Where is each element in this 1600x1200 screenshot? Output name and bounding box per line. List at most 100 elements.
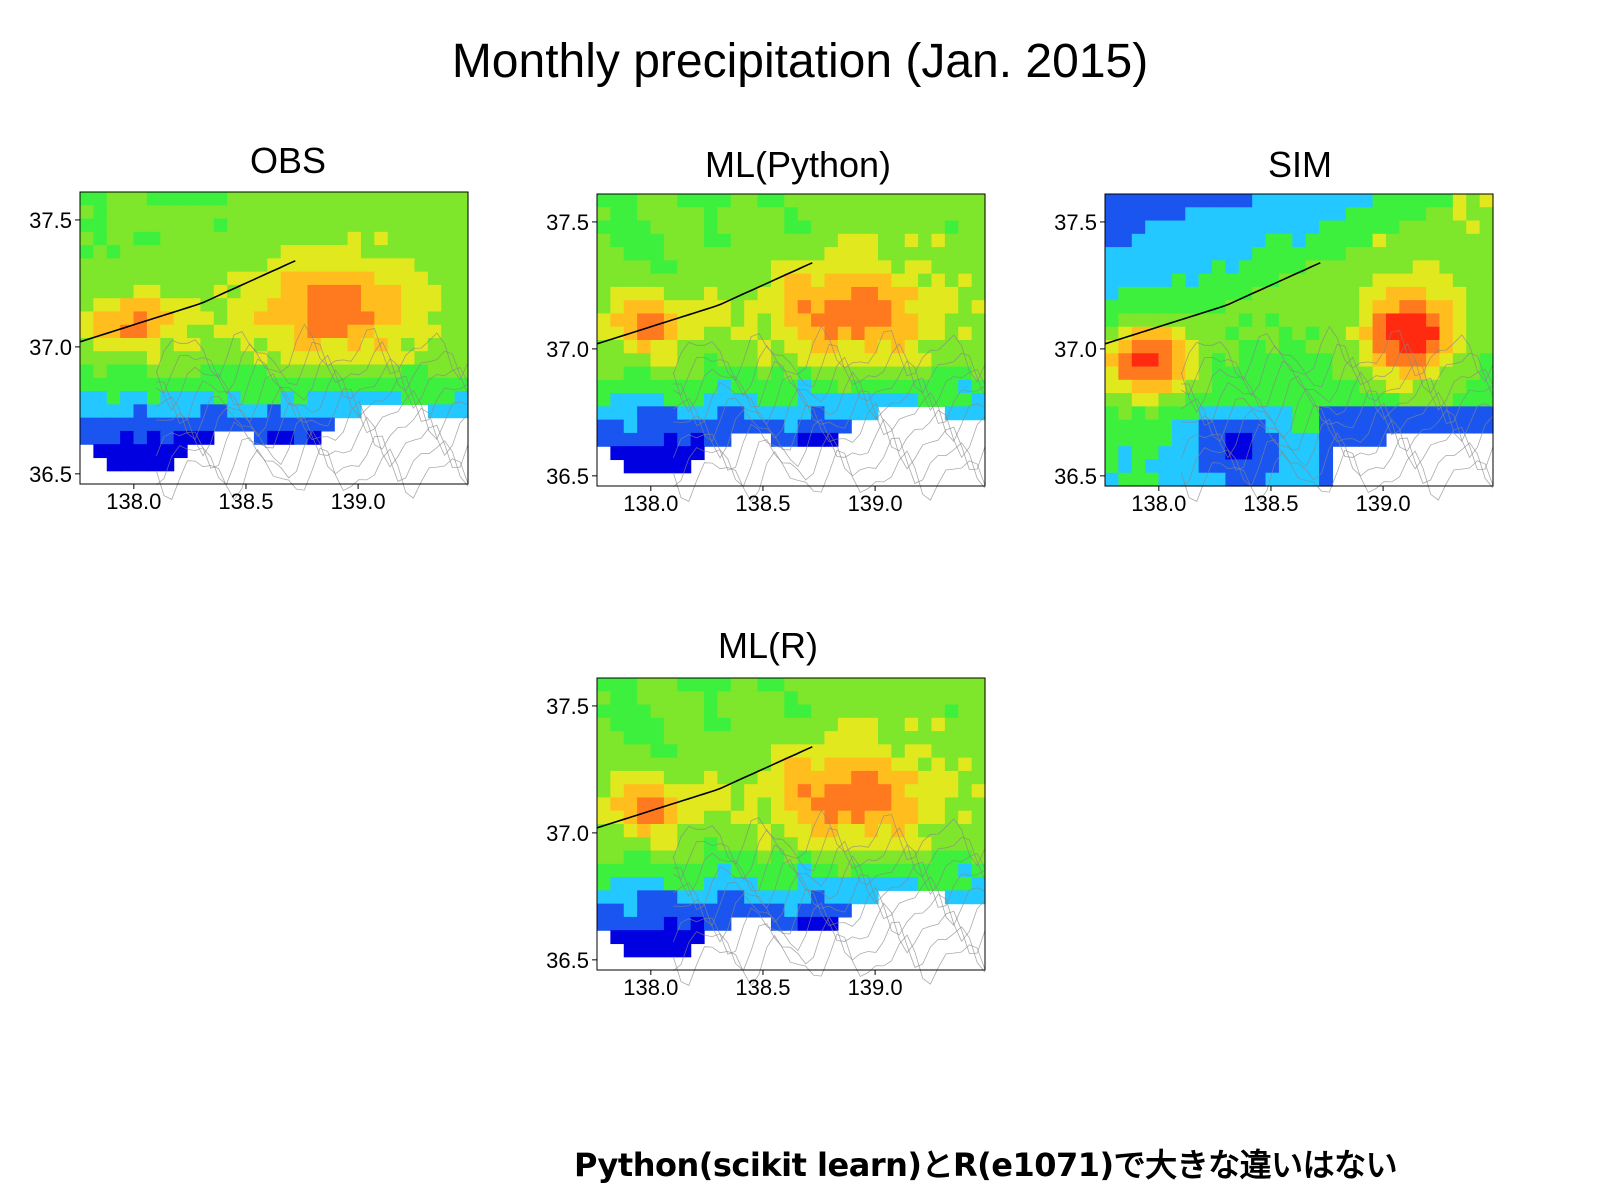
heatmap-cell bbox=[1198, 207, 1213, 222]
heatmap-cell bbox=[200, 192, 215, 206]
heatmap-cell bbox=[347, 231, 362, 246]
heatmap-cell bbox=[200, 391, 215, 405]
heatmap-cell bbox=[851, 784, 866, 799]
heatmap-cell bbox=[971, 770, 986, 785]
heatmap-cell bbox=[891, 797, 906, 812]
terrain-contours bbox=[672, 809, 986, 987]
heatmap-cell bbox=[824, 313, 839, 328]
heatmap-cell bbox=[877, 313, 892, 328]
heatmap-cell bbox=[1131, 220, 1146, 235]
heatmap-cell bbox=[427, 404, 442, 419]
heatmap-cell bbox=[610, 930, 625, 945]
heatmap-cell bbox=[1105, 313, 1119, 328]
heatmap-cell bbox=[1439, 326, 1454, 341]
heatmap-cell bbox=[784, 194, 799, 208]
heatmap-cell bbox=[1118, 472, 1133, 487]
heatmap-cell bbox=[93, 404, 108, 419]
heatmap-cell bbox=[784, 916, 799, 931]
heatmap-cell bbox=[80, 218, 94, 233]
heatmap-cell bbox=[784, 717, 799, 732]
heatmap-cell bbox=[704, 731, 719, 745]
heatmap-cell bbox=[454, 271, 469, 286]
heatmap-cell bbox=[717, 273, 732, 288]
heatmap-cell bbox=[730, 300, 745, 315]
heatmap-cell bbox=[730, 784, 745, 799]
heatmap-cell bbox=[717, 810, 732, 825]
heatmap-cell bbox=[146, 444, 161, 459]
heatmap-cell bbox=[824, 824, 839, 838]
heatmap-cell bbox=[891, 863, 906, 878]
heatmap-cell bbox=[677, 340, 692, 354]
heatmap-cell bbox=[227, 218, 242, 233]
heatmap-cell bbox=[663, 260, 678, 275]
heatmap-cell bbox=[1332, 353, 1347, 368]
heatmap-cell bbox=[1345, 207, 1360, 222]
heatmap-cell bbox=[1225, 472, 1240, 487]
heatmap-cell bbox=[811, 890, 826, 905]
heatmap-cell bbox=[824, 757, 839, 772]
heatmap-cell bbox=[650, 220, 665, 235]
heatmap-cell bbox=[944, 273, 959, 288]
heatmap-cell bbox=[187, 258, 202, 273]
heatmap-cell bbox=[1292, 326, 1307, 341]
heatmap-cell bbox=[824, 326, 839, 341]
heatmap-cell bbox=[1252, 326, 1267, 341]
heatmap-cell bbox=[864, 393, 879, 407]
heatmap-cell bbox=[1439, 406, 1454, 421]
heatmap-cell bbox=[1426, 194, 1441, 208]
contour-line bbox=[156, 369, 469, 425]
heatmap-cell bbox=[650, 273, 665, 288]
heatmap-cell bbox=[414, 377, 429, 392]
heatmap-cell bbox=[1265, 313, 1280, 328]
heatmap-cell bbox=[320, 231, 335, 246]
heatmap-cell bbox=[744, 810, 759, 825]
heatmap-cell bbox=[1452, 207, 1467, 222]
heatmap-cell bbox=[851, 691, 866, 706]
heatmap-cell bbox=[663, 366, 678, 381]
heatmap-cell bbox=[454, 311, 469, 326]
heatmap-cell bbox=[401, 298, 416, 313]
heatmap-cell bbox=[623, 850, 638, 865]
heatmap-cell bbox=[971, 877, 986, 891]
heatmap-cell bbox=[1158, 220, 1173, 235]
heatmap-cell bbox=[918, 300, 933, 315]
heatmap-cell bbox=[1171, 220, 1186, 235]
heatmap-cell bbox=[1412, 207, 1427, 222]
heatmap-cell bbox=[797, 220, 812, 235]
heatmap-cell bbox=[797, 326, 812, 341]
heatmap-cell bbox=[944, 744, 959, 759]
heatmap-cell bbox=[864, 326, 879, 341]
heatmap-cell bbox=[663, 863, 678, 878]
heatmap-cell bbox=[1332, 300, 1347, 315]
heatmap-cell bbox=[650, 300, 665, 315]
heatmap-cell bbox=[334, 298, 349, 313]
heatmap-cell bbox=[971, 273, 986, 288]
heatmap-cell bbox=[704, 837, 719, 852]
heatmap-cell bbox=[797, 731, 812, 745]
heatmap-cell bbox=[610, 446, 625, 461]
heatmap-cell bbox=[1131, 286, 1146, 301]
heatmap-cell bbox=[864, 194, 879, 208]
heatmap-cell bbox=[663, 717, 678, 732]
heatmap-cell bbox=[704, 797, 719, 812]
heatmap-cell bbox=[1479, 419, 1494, 434]
heatmap-cell bbox=[427, 391, 442, 405]
heatmap-cell bbox=[200, 338, 215, 352]
heatmap-cell bbox=[1158, 326, 1173, 341]
heatmap-cell bbox=[690, 247, 705, 261]
heatmap-cell bbox=[944, 691, 959, 706]
heatmap-cell bbox=[797, 890, 812, 905]
heatmap-cell bbox=[414, 231, 429, 246]
heatmap-cell bbox=[1145, 247, 1160, 261]
heatmap-cell bbox=[610, 313, 625, 328]
heatmap-cell bbox=[1198, 419, 1213, 434]
heatmap-cell bbox=[650, 903, 665, 918]
heatmap-cell bbox=[650, 744, 665, 759]
heatmap-cell bbox=[717, 207, 732, 222]
heatmap-cell bbox=[610, 757, 625, 772]
heatmap-cell bbox=[784, 419, 799, 434]
heatmap-cell bbox=[623, 890, 638, 905]
heatmap-cell bbox=[931, 837, 946, 852]
heatmap-cell bbox=[650, 731, 665, 745]
heatmap-cell bbox=[851, 770, 866, 785]
